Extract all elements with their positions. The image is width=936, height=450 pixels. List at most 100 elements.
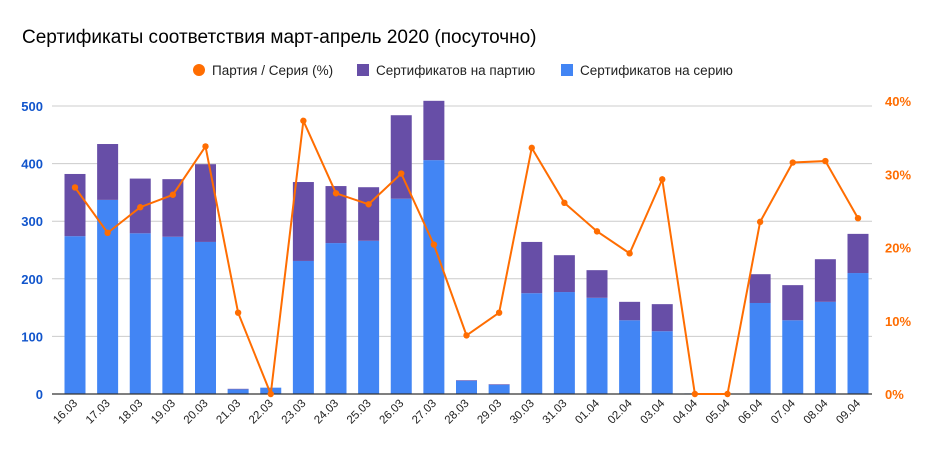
- x-tick-label: 08.04: [802, 397, 831, 426]
- bar-batch: [521, 241, 543, 294]
- left-tick-label: 200: [21, 272, 43, 287]
- bar-batch: [423, 100, 445, 161]
- bar-batch: [847, 233, 869, 274]
- x-tick-label: 27.03: [410, 398, 439, 427]
- bar-series: [129, 233, 151, 394]
- bar-series: [749, 302, 771, 394]
- legend-marker: [561, 64, 573, 76]
- bar-series: [521, 293, 543, 394]
- bar-series: [423, 160, 445, 394]
- right-tick-label: 30%: [885, 167, 911, 182]
- x-tick-label: 30.03: [508, 398, 537, 427]
- line-point: [430, 241, 438, 248]
- x-tick-label: 28.03: [443, 398, 472, 427]
- x-tick-label: 04.04: [671, 397, 700, 426]
- bar-series: [97, 199, 119, 394]
- line-point: [234, 309, 242, 316]
- bar-batch: [162, 179, 184, 237]
- bar-series: [847, 273, 869, 394]
- chart-title: Сертификаты соответствия март-апрель 202…: [22, 27, 537, 48]
- x-tick-label: 07.04: [769, 397, 798, 426]
- x-tick-label: 29.03: [475, 398, 504, 427]
- x-tick-label: 25.03: [345, 398, 374, 427]
- line-point: [398, 170, 405, 177]
- line-point: [691, 390, 699, 398]
- x-tick-label: 01.04: [573, 397, 602, 426]
- line-point: [561, 199, 568, 207]
- x-tick-label: 02.04: [606, 397, 635, 426]
- line-point: [300, 117, 307, 124]
- bar-batch: [390, 115, 412, 199]
- left-tick-label: 500: [21, 99, 43, 114]
- line-point: [593, 228, 601, 235]
- line-point: [659, 176, 666, 183]
- right-tick-label: 0%: [885, 387, 904, 402]
- x-tick-label: 26.03: [378, 398, 407, 427]
- bar-batch: [227, 388, 249, 390]
- bar-batch: [456, 380, 477, 381]
- bar-series: [456, 380, 477, 394]
- left-tick-label: 300: [21, 214, 43, 229]
- bar-series: [488, 384, 510, 394]
- x-tick-label: 31.03: [541, 398, 570, 427]
- line-point: [528, 144, 535, 152]
- x-tick-label: 20.03: [182, 398, 211, 427]
- line-point: [332, 190, 340, 197]
- left-tick-label: 400: [21, 157, 43, 172]
- line-point: [365, 201, 372, 208]
- bar-series: [227, 389, 249, 394]
- bar-batch: [782, 285, 804, 321]
- x-tick-label: 23.03: [280, 398, 309, 427]
- x-tick-label: 18.03: [117, 398, 146, 427]
- line-point: [756, 218, 764, 226]
- x-tick-label: 19.03: [149, 398, 178, 427]
- x-tick-label: 09.04: [834, 397, 863, 426]
- bar-series: [390, 198, 412, 394]
- line-point: [137, 204, 144, 211]
- bar-series: [64, 236, 86, 394]
- x-tick-label: 03.04: [639, 397, 668, 426]
- bar-series: [162, 236, 184, 394]
- left-tick-label: 100: [21, 329, 43, 344]
- bar-series: [586, 297, 608, 394]
- legend-label: Партия / Серия (%): [212, 63, 333, 78]
- x-tick-label: 17.03: [84, 398, 113, 427]
- bar-batch: [814, 259, 836, 302]
- line-point: [71, 184, 79, 191]
- bar-batch: [586, 270, 608, 298]
- x-tick-label: 22.03: [247, 398, 276, 427]
- right-tick-label: 40%: [885, 94, 911, 109]
- line-ratio: [74, 117, 859, 395]
- line-point: [169, 191, 177, 198]
- x-tick-label: 05.04: [704, 397, 733, 426]
- bar-batch: [619, 301, 641, 321]
- line-point: [789, 159, 796, 166]
- left-tick-label: 0: [36, 387, 43, 402]
- line-point: [822, 157, 829, 165]
- right-tick-label: 10%: [885, 314, 911, 329]
- bar-batch: [749, 274, 771, 303]
- legend-label: Сертификатов на серию: [580, 63, 733, 78]
- line-point: [104, 229, 111, 237]
- line-point: [495, 309, 503, 316]
- legend-label: Сертификатов на партию: [376, 63, 535, 78]
- bar-series: [619, 320, 641, 394]
- bar-series: [782, 320, 804, 394]
- line-point: [202, 143, 209, 150]
- bar-batch: [292, 182, 314, 261]
- line-point: [724, 390, 731, 398]
- right-tick-label: 20%: [885, 241, 911, 256]
- legend-marker: [357, 64, 369, 76]
- line-point: [626, 250, 633, 257]
- line-point: [267, 390, 274, 398]
- bar-series: [814, 301, 836, 394]
- bar-series: [358, 240, 380, 394]
- bar-batch: [195, 164, 216, 242]
- x-tick-label: 16.03: [51, 398, 80, 427]
- bar-batch: [64, 173, 86, 237]
- bar-batch: [553, 255, 575, 293]
- bar-batch: [358, 187, 380, 241]
- bar-batch: [325, 186, 347, 244]
